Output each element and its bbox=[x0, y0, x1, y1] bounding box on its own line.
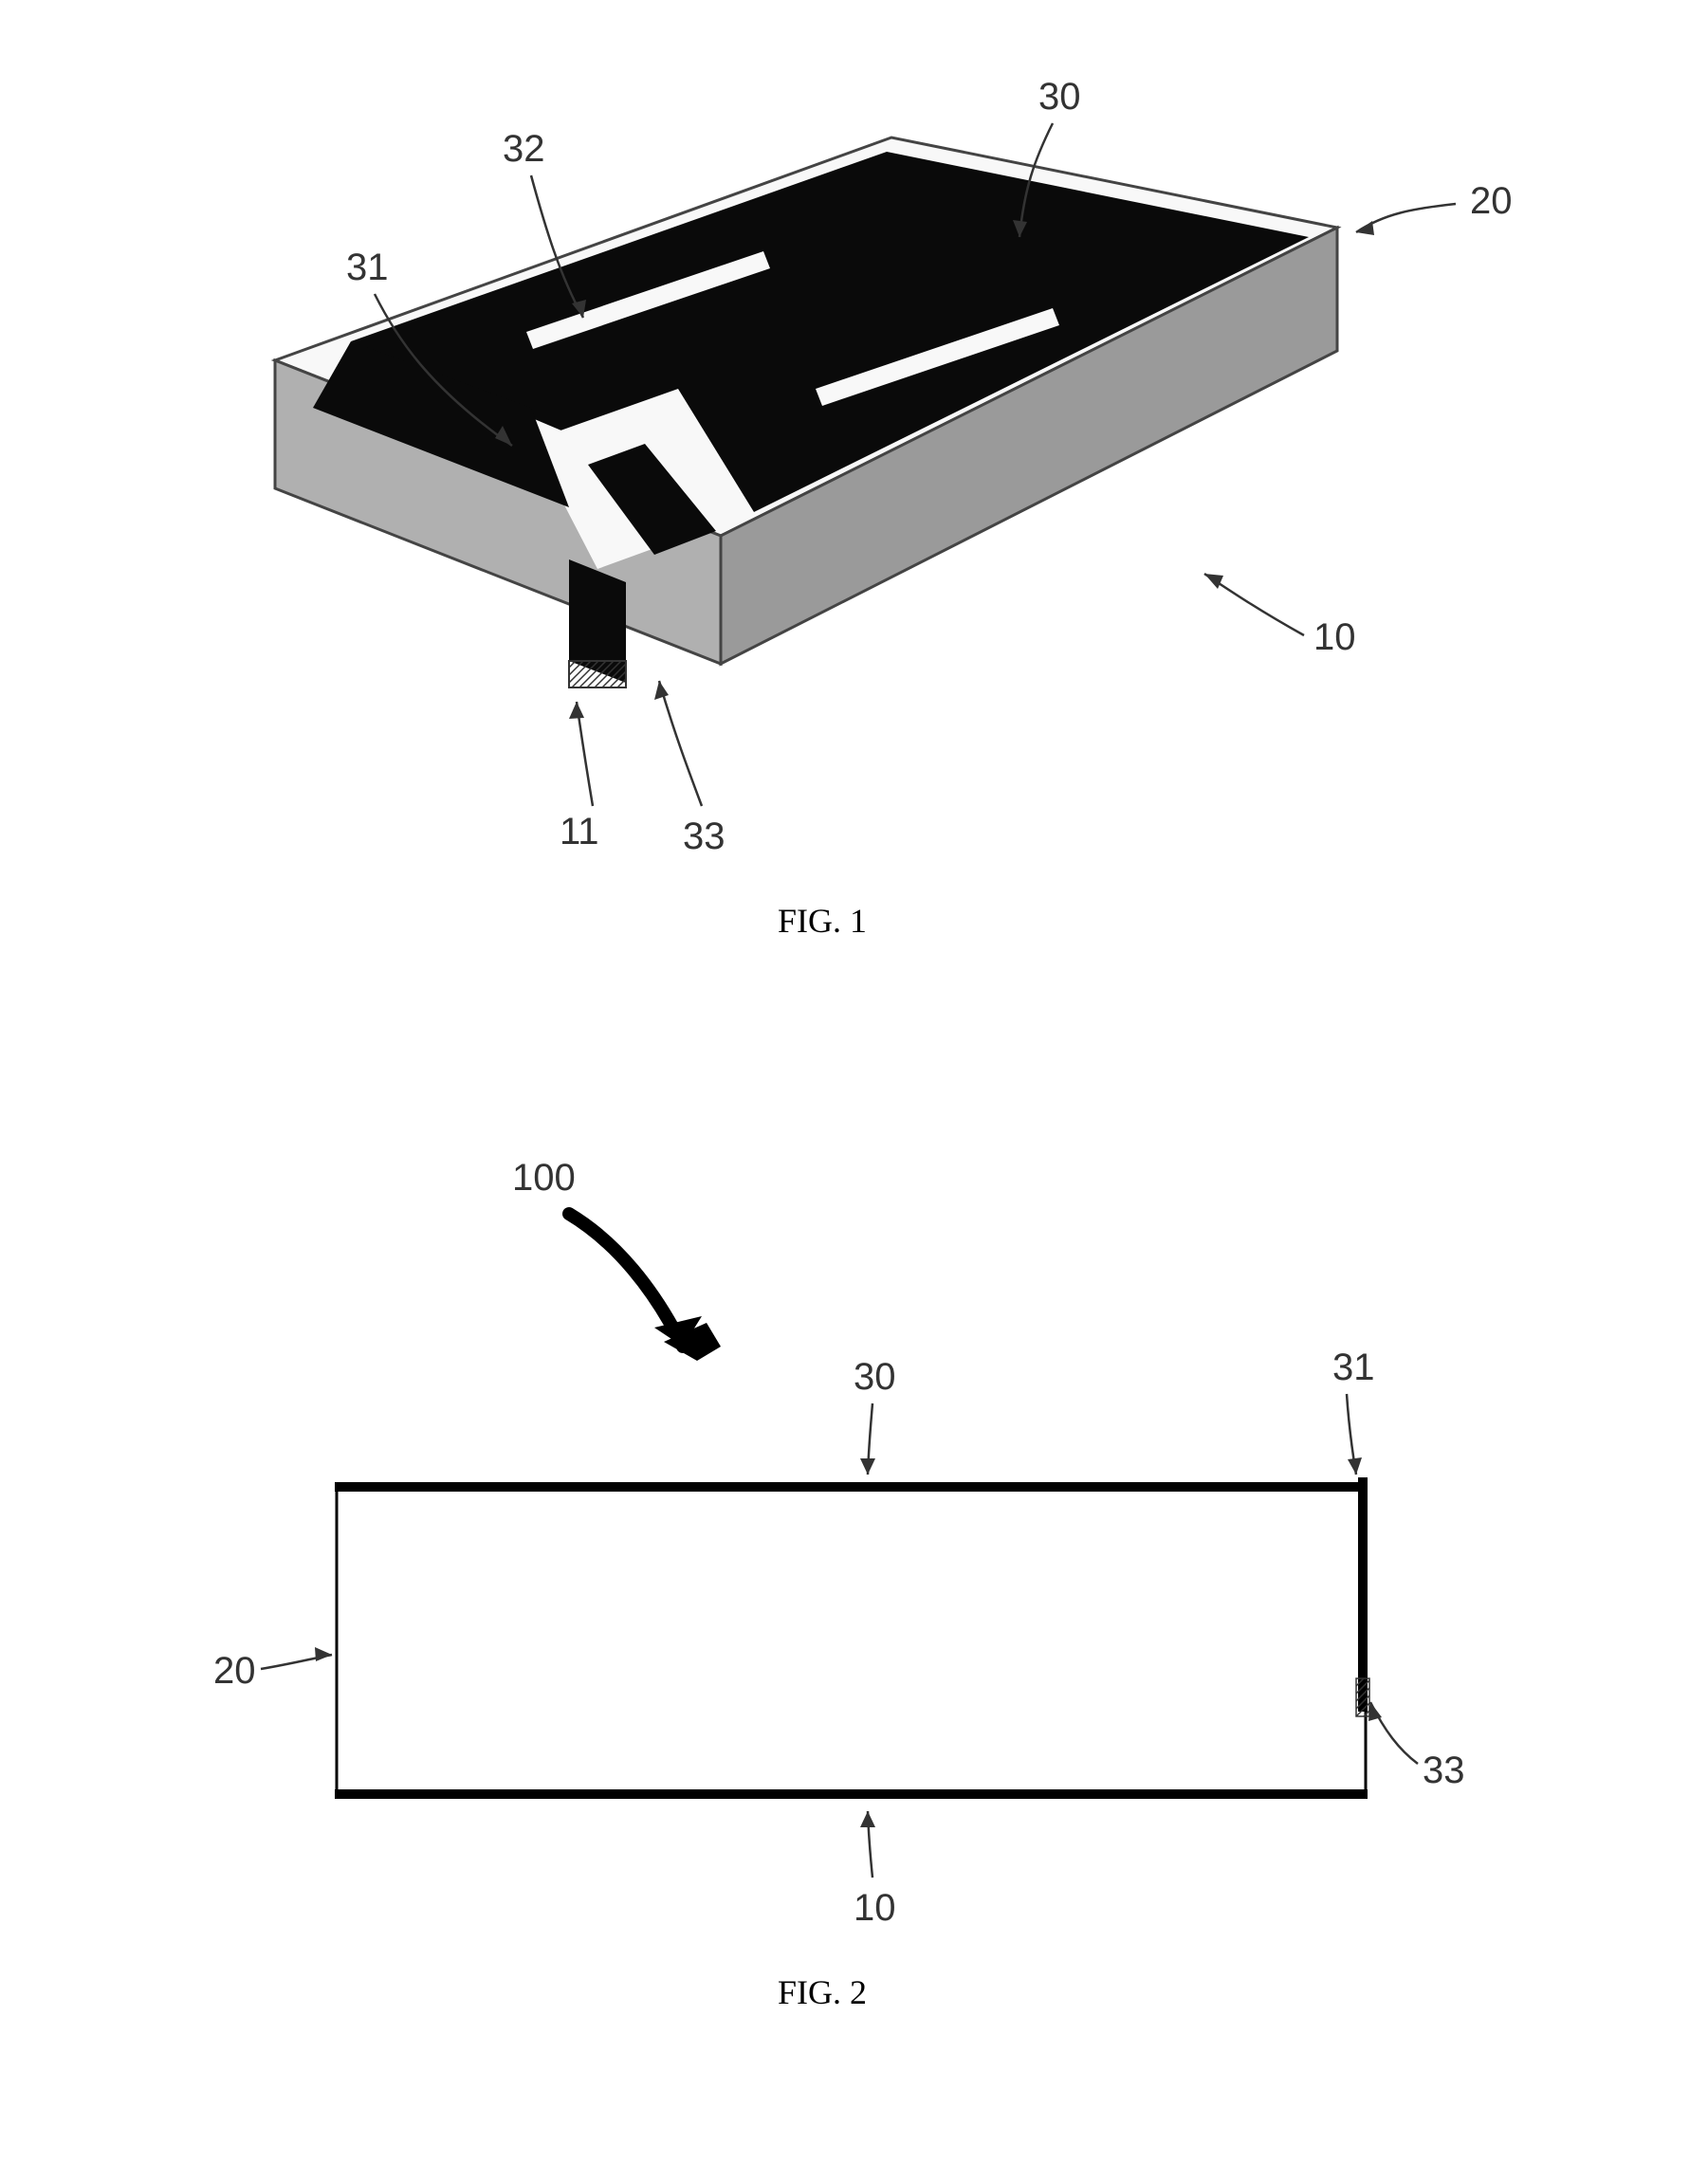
cross-section-rect bbox=[337, 1484, 1366, 1797]
label-33-fig1: 33 bbox=[683, 816, 725, 858]
label-100-fig2: 100 bbox=[512, 1157, 576, 1200]
page: 30 20 32 31 10 11 33 FIG. 1 bbox=[0, 0, 1708, 2146]
figure-1-caption: FIG. 1 bbox=[778, 901, 867, 941]
label-31-fig2: 31 bbox=[1332, 1347, 1375, 1389]
label-30-fig2: 30 bbox=[854, 1356, 896, 1399]
port-11-hatch bbox=[569, 661, 626, 687]
label-33-fig2: 33 bbox=[1423, 1750, 1465, 1792]
label-32-fig1: 32 bbox=[503, 128, 545, 171]
label-20-fig1: 20 bbox=[1470, 180, 1513, 223]
figure-2-caption: FIG. 2 bbox=[778, 1972, 867, 2012]
label-10-fig1: 10 bbox=[1313, 616, 1356, 659]
figure-1-diagram bbox=[0, 0, 1708, 948]
label-10-fig2: 10 bbox=[854, 1887, 896, 1930]
label-31-fig1: 31 bbox=[346, 247, 389, 289]
label-20-fig2: 20 bbox=[213, 1650, 256, 1693]
hatch-33 bbox=[1356, 1678, 1369, 1716]
label-11-fig1: 11 bbox=[560, 811, 599, 853]
label-30-fig1: 30 bbox=[1038, 76, 1081, 119]
